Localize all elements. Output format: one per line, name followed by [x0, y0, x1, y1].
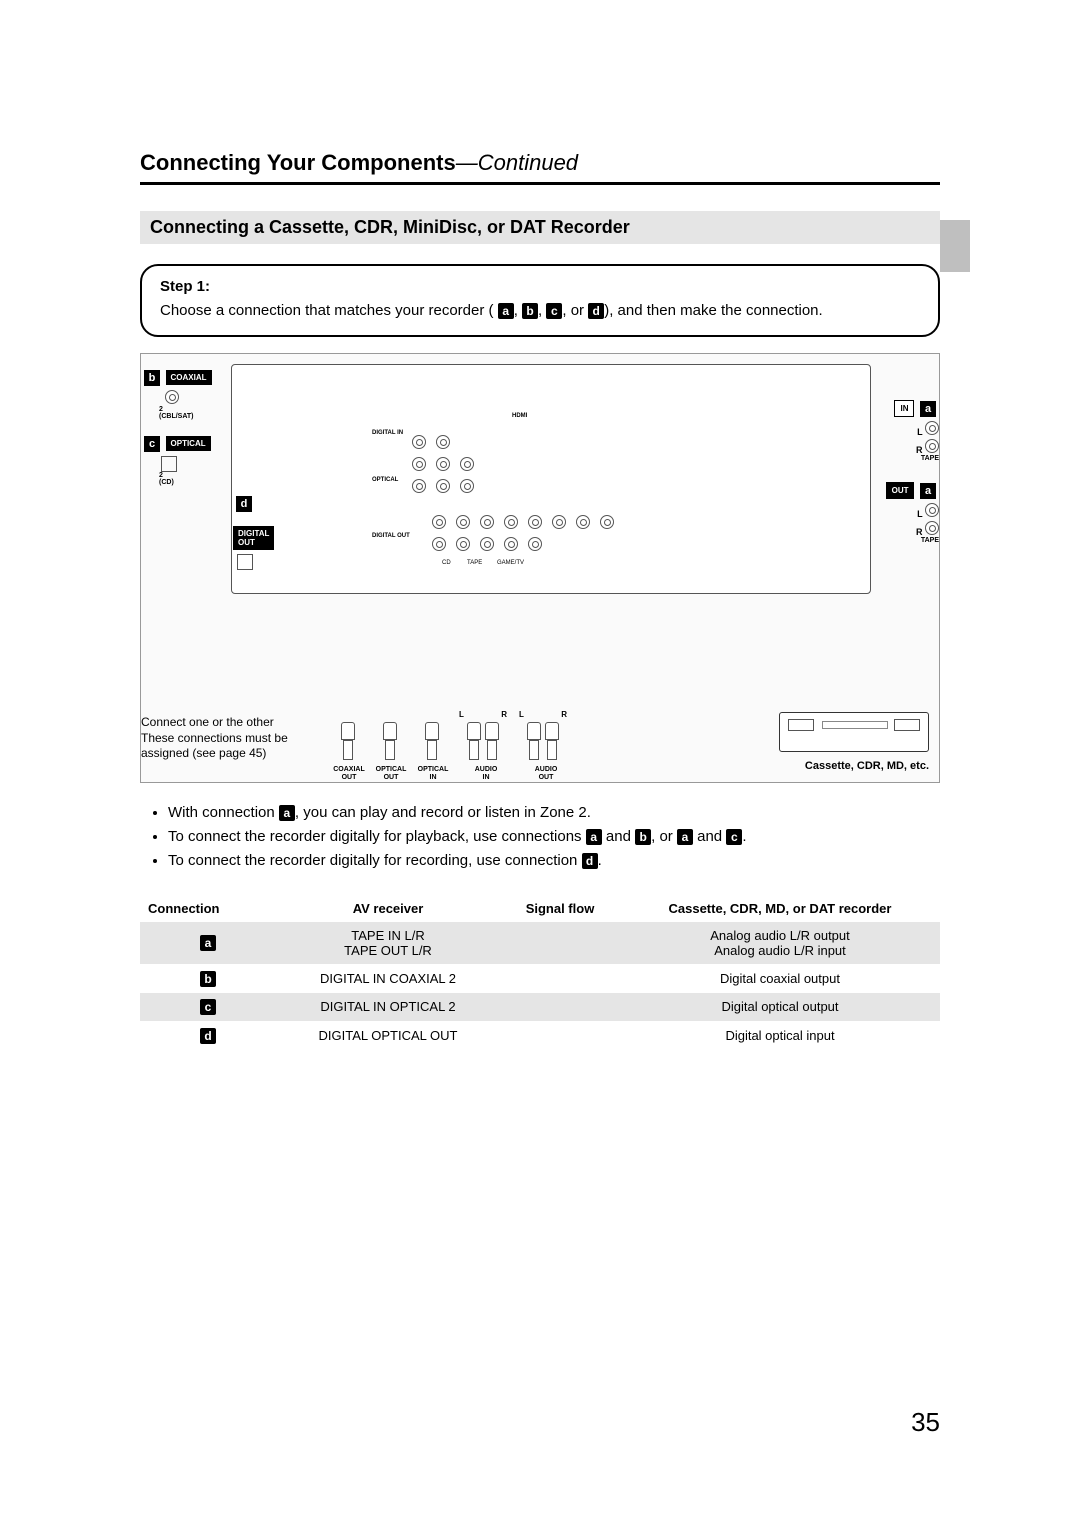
plug-coaxial-out: COAXIAL OUT [341, 722, 355, 762]
row-chip: b [200, 971, 216, 987]
row-recorder: Digital optical output [620, 993, 940, 1022]
panel-label-hdmi: HDMI [512, 413, 527, 419]
row-receiver: TAPE IN L/R TAPE OUT L/R [276, 922, 500, 964]
recorder-device [779, 712, 929, 752]
th-flow: Signal flow [500, 895, 620, 922]
table-row: c DIGITAL IN OPTICAL 2 Digital optical out… [140, 993, 940, 1022]
table-row: d DIGITAL OPTICAL OUT Digital optical inpu… [140, 1021, 940, 1050]
panel-label-cd: CD [442, 560, 451, 566]
page-header: Connecting Your Components—Continued [140, 150, 940, 185]
page-number: 35 [911, 1407, 940, 1438]
row-recorder: Analog audio L/R output Analog audio L/R… [620, 922, 940, 964]
panel-label-optical: OPTICAL [372, 477, 398, 483]
plug-optical-out: OPTICAL OUT [383, 722, 397, 762]
step-box: Step 1: Choose a connection that matches… [140, 264, 940, 337]
chip-d: d [588, 303, 604, 319]
row-recorder: Digital optical input [620, 1021, 940, 1050]
panel-label-digital-in: DIGITAL IN [372, 430, 403, 436]
th-connection: Connection [140, 895, 276, 922]
side-tab [940, 220, 970, 272]
diagram-note: Connect one or the other These connectio… [141, 715, 321, 762]
plug-audio-in: L R AUDIO IN [467, 722, 499, 762]
step-text-after: ), and then make the connection. [604, 302, 822, 319]
row-chip: c [200, 999, 216, 1015]
chip-b: b [522, 303, 538, 319]
row-receiver: DIGITAL IN OPTICAL 2 [276, 993, 500, 1022]
th-recorder: Cassette, CDR, MD, or DAT recorder [620, 895, 940, 922]
bullet-2: To connect the recorder digitally for pl… [168, 825, 940, 849]
callout-a-in: IN a L R TAPE [894, 400, 939, 462]
receiver-back-panel: DIGITAL IN OPTICAL DIGITAL OUT HDMI CD T… [231, 364, 871, 594]
table-row: a TAPE IN L/R TAPE OUT L/R Analog audio L/… [140, 922, 940, 964]
recorder-label: Cassette, CDR, MD, etc. [805, 760, 929, 772]
table-header-row: Connection AV receiver Signal flow Casse… [140, 895, 940, 922]
bullet-1: With connection a, you can play and reco… [168, 801, 940, 825]
th-receiver: AV receiver [276, 895, 500, 922]
panel-label-tape: TAPE [467, 560, 482, 566]
callout-a-out: OUT a L R TAPE [886, 482, 939, 544]
table-row: b DIGITAL IN COAXIAL 2 Digital coaxial out… [140, 964, 940, 993]
row-recorder: Digital coaxial output [620, 964, 940, 993]
bullet-3: To connect the recorder digitally for re… [168, 849, 940, 873]
callout-b: b COAXIAL 2 (CBL/SAT) [141, 370, 212, 420]
row-flow [500, 964, 620, 993]
bullet-list: With connection a, you can play and reco… [150, 801, 940, 873]
callout-d: d [233, 496, 255, 512]
section-title: Connecting a Cassette, CDR, MiniDisc, or… [140, 211, 940, 244]
panel-label-digital-out: DIGITAL OUT [372, 533, 410, 539]
plug-audio-out: L R AUDIO OUT [527, 722, 559, 762]
connection-diagram: DIGITAL IN OPTICAL DIGITAL OUT HDMI CD T… [140, 353, 940, 783]
step-text-before: Choose a connection that matches your re… [160, 302, 494, 319]
row-receiver: DIGITAL OPTICAL OUT [276, 1021, 500, 1050]
callout-d-label: DIGITAL OUT [233, 526, 274, 570]
chip-a: a [498, 303, 514, 319]
row-flow [500, 1021, 620, 1050]
callout-c: c OPTICAL 2 (CD) [141, 436, 211, 486]
panel-label-gametv: GAME/TV [497, 560, 524, 566]
header-continued: —Continued [456, 150, 578, 175]
connection-table: Connection AV receiver Signal flow Casse… [140, 895, 940, 1050]
row-flow [500, 993, 620, 1022]
plug-optical-in: OPTICAL IN [425, 722, 439, 762]
row-chip: a [200, 935, 216, 951]
row-receiver: DIGITAL IN COAXIAL 2 [276, 964, 500, 993]
step-label: Step 1: [160, 276, 920, 297]
row-flow [500, 922, 620, 964]
row-chip: d [200, 1028, 216, 1044]
plug-row: COAXIAL OUT OPTICAL OUT OPTICAL IN L R A… [341, 702, 741, 762]
chip-c: c [546, 303, 562, 319]
header-title: Connecting Your Components [140, 150, 456, 175]
